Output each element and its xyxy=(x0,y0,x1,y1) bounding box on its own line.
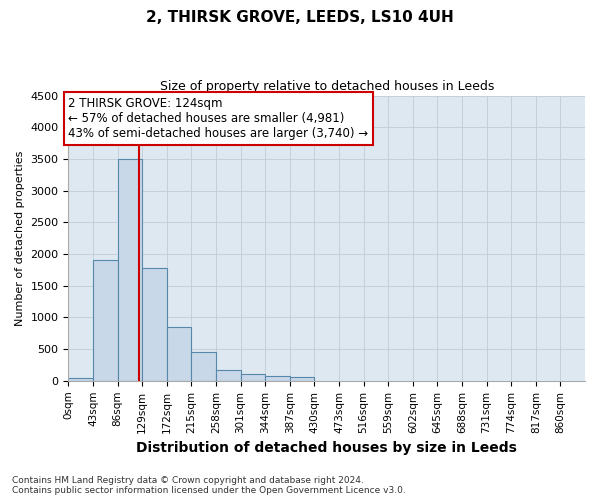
Bar xyxy=(142,268,167,381)
Bar xyxy=(241,374,265,381)
Bar xyxy=(118,159,142,381)
Text: 2 THIRSK GROVE: 124sqm
← 57% of detached houses are smaller (4,981)
43% of semi-: 2 THIRSK GROVE: 124sqm ← 57% of detached… xyxy=(68,97,368,140)
Bar xyxy=(191,352,216,381)
Bar xyxy=(265,376,290,381)
Bar xyxy=(216,370,241,381)
Title: Size of property relative to detached houses in Leeds: Size of property relative to detached ho… xyxy=(160,80,494,93)
Bar xyxy=(167,327,191,381)
Y-axis label: Number of detached properties: Number of detached properties xyxy=(15,150,25,326)
X-axis label: Distribution of detached houses by size in Leeds: Distribution of detached houses by size … xyxy=(136,441,517,455)
Text: 2, THIRSK GROVE, LEEDS, LS10 4UH: 2, THIRSK GROVE, LEEDS, LS10 4UH xyxy=(146,10,454,25)
Bar xyxy=(68,378,93,381)
Bar xyxy=(290,378,314,381)
Bar xyxy=(93,260,118,381)
Text: Contains HM Land Registry data © Crown copyright and database right 2024.
Contai: Contains HM Land Registry data © Crown c… xyxy=(12,476,406,495)
